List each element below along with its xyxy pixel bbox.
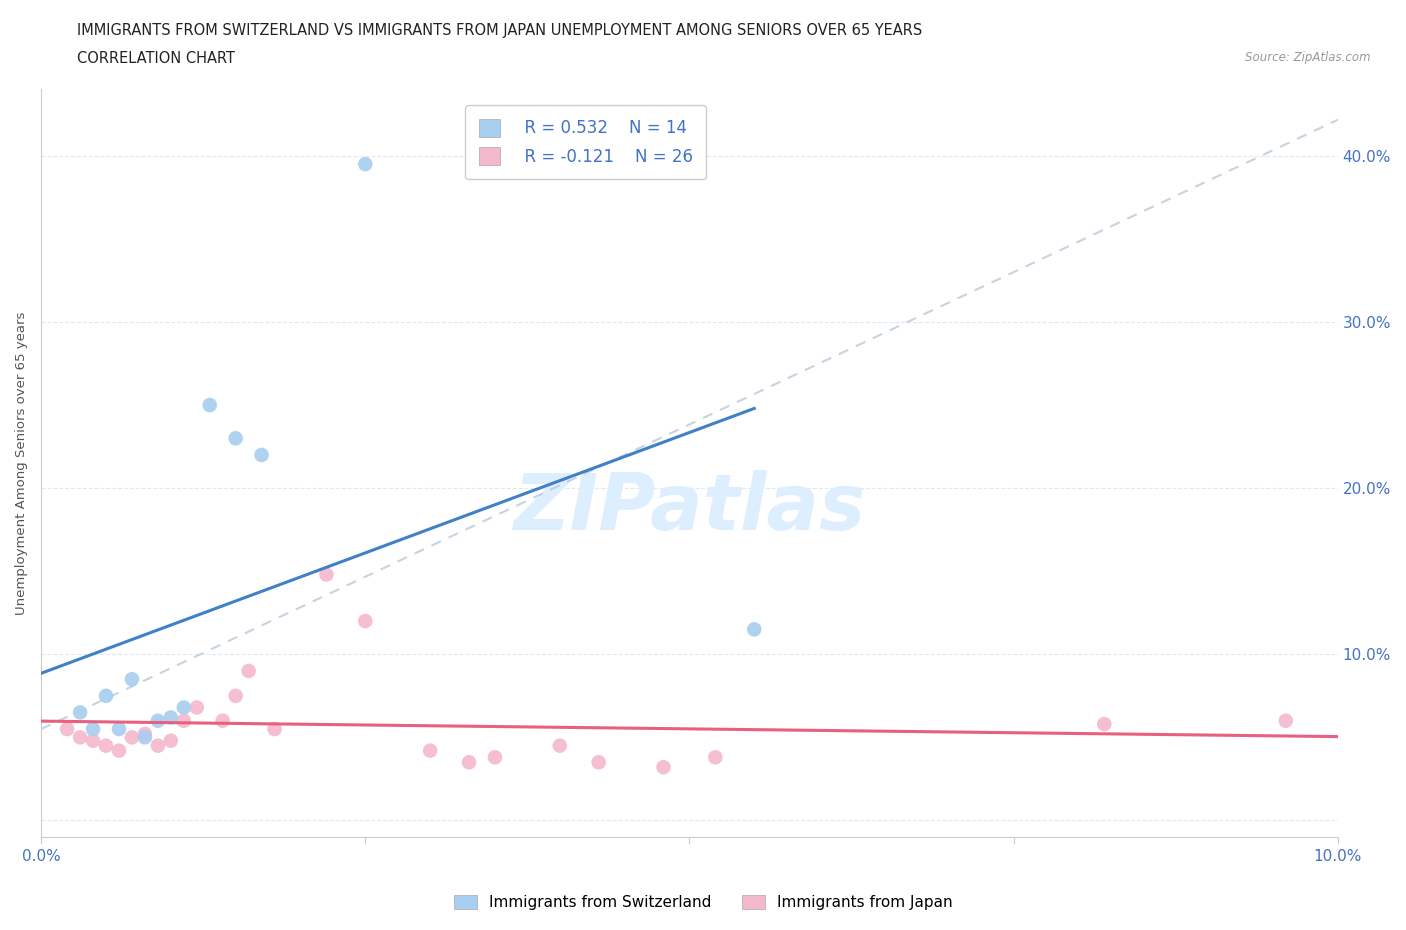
Point [484,750,506,764]
Point [134,730,156,745]
Point [211,713,233,728]
Point [225,688,247,703]
Y-axis label: Unemployment Among Seniors over 65 years: Unemployment Among Seniors over 65 years [15,312,28,615]
Point [742,622,765,637]
Point [173,700,195,715]
Point [458,755,481,770]
Point [238,663,260,678]
Point [186,700,208,715]
Point [82,722,104,737]
Point [121,671,143,686]
Point [1092,717,1115,732]
Point [146,738,169,753]
Point [94,738,117,753]
Point [263,722,285,737]
Point [134,726,156,741]
Point [82,733,104,748]
Point [225,431,247,445]
Point [94,688,117,703]
Legend:   R = 0.532    N = 14,   R = -0.121    N = 26: R = 0.532 N = 14, R = -0.121 N = 26 [465,105,706,179]
Point [198,398,221,413]
Text: ZIPatlas: ZIPatlas [513,470,866,546]
Point [548,738,571,753]
Point [121,730,143,745]
Point [354,614,377,629]
Point [108,722,131,737]
Point [1274,713,1296,728]
Point [160,710,183,724]
Point [173,713,195,728]
Point [250,447,273,462]
Point [146,713,169,728]
Point [588,755,610,770]
Point [354,157,377,172]
Point [704,750,727,764]
Point [56,722,79,737]
Legend: Immigrants from Switzerland, Immigrants from Japan: Immigrants from Switzerland, Immigrants … [446,887,960,918]
Point [69,730,91,745]
Text: IMMIGRANTS FROM SWITZERLAND VS IMMIGRANTS FROM JAPAN UNEMPLOYMENT AMONG SENIORS : IMMIGRANTS FROM SWITZERLAND VS IMMIGRANT… [77,23,922,38]
Text: Source: ZipAtlas.com: Source: ZipAtlas.com [1246,51,1371,64]
Point [419,743,441,758]
Text: CORRELATION CHART: CORRELATION CHART [77,51,235,66]
Point [108,743,131,758]
Point [315,567,337,582]
Point [69,705,91,720]
Point [652,760,675,775]
Point [160,733,183,748]
